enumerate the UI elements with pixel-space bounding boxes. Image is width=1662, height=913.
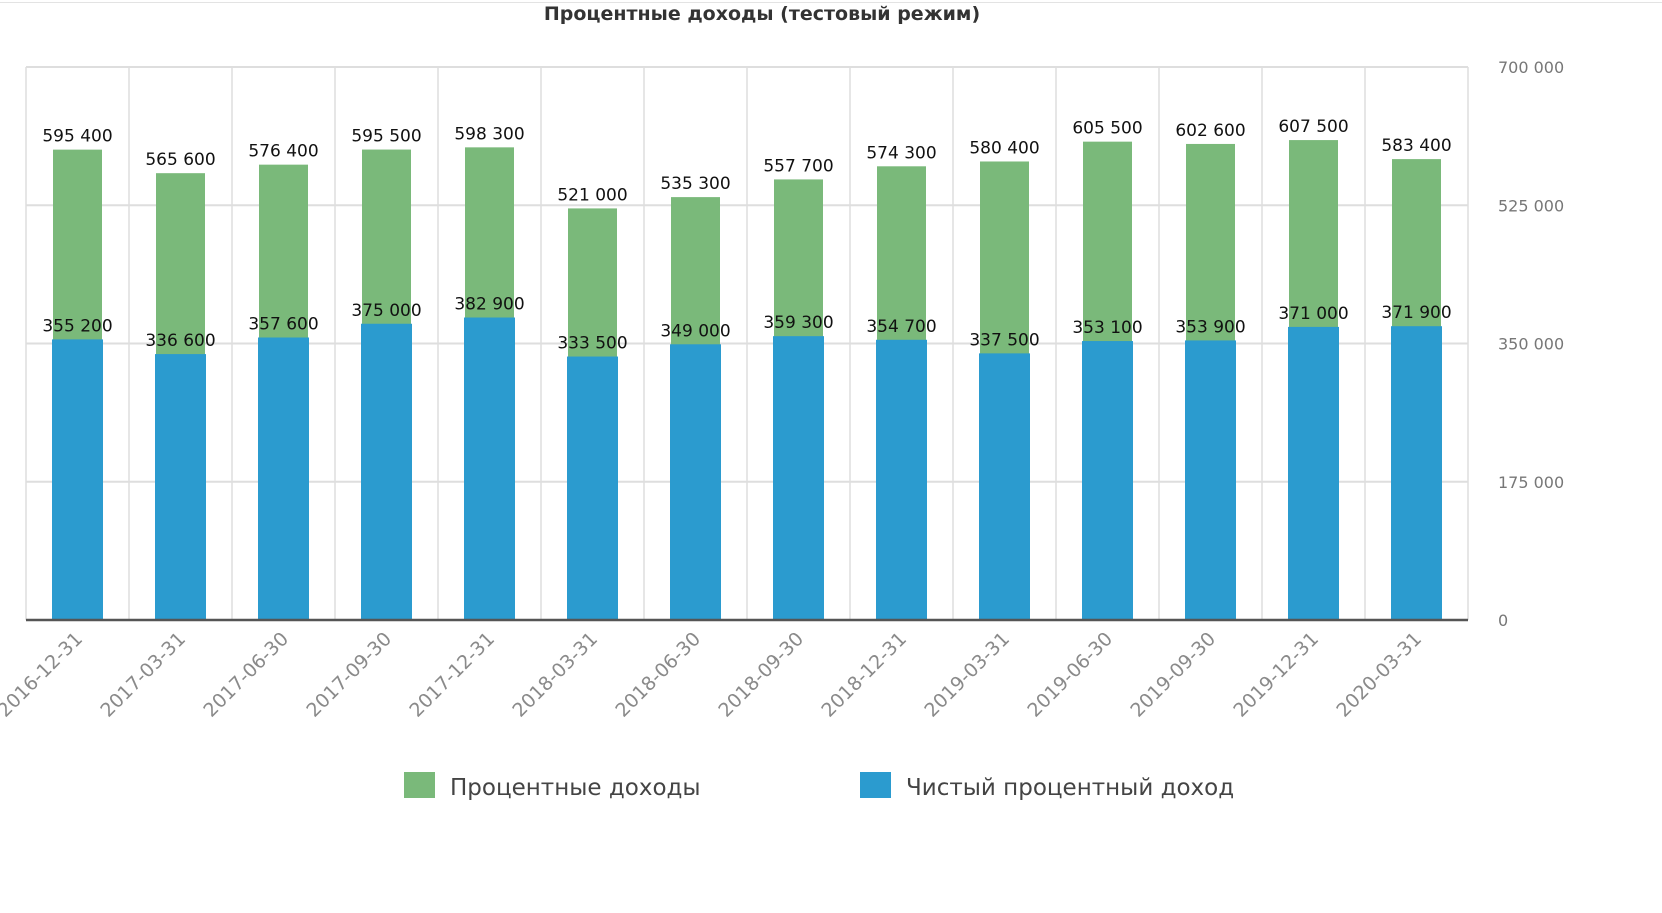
x-tick-label: 2018-06-30: [611, 628, 705, 722]
bar-net-interest-income: [1185, 340, 1236, 620]
data-label-interest-income: 607 500: [1278, 117, 1348, 137]
y-tick-label: 350 000: [1498, 335, 1564, 354]
data-label-net-interest-income: 371 900: [1381, 303, 1451, 323]
bar-net-interest-income: [979, 353, 1030, 620]
data-label-interest-income: 557 700: [763, 156, 833, 176]
bar-net-interest-income: [155, 354, 206, 620]
data-label-net-interest-income: 355 200: [42, 316, 112, 336]
y-tick-label: 175 000: [1498, 473, 1564, 492]
data-label-interest-income: 583 400: [1381, 136, 1451, 156]
data-label-net-interest-income: 371 000: [1278, 304, 1348, 324]
data-label-net-interest-income: 382 900: [454, 295, 524, 315]
y-tick-label: 525 000: [1498, 196, 1564, 215]
bar-net-interest-income: [567, 356, 618, 620]
legend-swatch: [860, 772, 891, 798]
data-label-interest-income: 580 400: [969, 138, 1039, 158]
y-tick-label: 700 000: [1498, 58, 1564, 77]
data-label-interest-income: 602 600: [1175, 121, 1245, 141]
grid: [25, 66, 1469, 620]
data-label-net-interest-income: 353 100: [1072, 318, 1142, 338]
bar-net-interest-income: [876, 339, 927, 620]
x-tick-label: 2016-12-31: [0, 628, 87, 722]
bar-net-interest-income: [1288, 326, 1339, 620]
legend-label: Чистый процентный доход: [906, 775, 1234, 801]
bar-net-interest-income: [464, 317, 515, 620]
data-label-interest-income: 595 400: [42, 127, 112, 147]
bar-net-interest-income: [1082, 341, 1133, 620]
x-tick-label: 2020-03-31: [1332, 628, 1426, 722]
data-labels: 595 400 355 200 565 600 336 600 576 400 357 6…: [42, 117, 1451, 353]
data-label-net-interest-income: 354 700: [866, 317, 936, 337]
top-border: [0, 2, 1662, 3]
bar-net-interest-income: [670, 344, 721, 620]
x-tick-label: 2018-09-30: [714, 628, 808, 722]
x-tick-label: 2018-12-31: [817, 628, 911, 722]
bar-net-interest-income: [258, 337, 309, 620]
legend-swatch: [404, 772, 435, 798]
x-tick-label: 2017-06-30: [199, 628, 293, 722]
data-label-net-interest-income: 336 600: [145, 331, 215, 351]
x-tick-label: 2017-03-31: [96, 628, 190, 722]
legend-label: Процентные доходы: [450, 775, 701, 801]
legend-item-interest-income: Процентные доходы: [404, 772, 701, 801]
bar-net-interest-income: [52, 339, 103, 620]
bar-net-interest-income: [773, 336, 824, 620]
data-label-interest-income: 521 000: [557, 185, 627, 205]
x-tick-label: 2018-03-31: [508, 628, 602, 722]
x-tick-label: 2019-06-30: [1023, 628, 1117, 722]
data-label-net-interest-income: 353 900: [1175, 317, 1245, 337]
x-tick-label: 2017-12-31: [405, 628, 499, 722]
data-label-interest-income: 605 500: [1072, 119, 1142, 139]
data-label-interest-income: 598 300: [454, 124, 524, 144]
bars: [52, 140, 1442, 621]
bar-net-interest-income: [1391, 326, 1442, 620]
x-tick-label: 2019-12-31: [1229, 628, 1323, 722]
data-label-interest-income: 595 500: [351, 127, 421, 147]
data-label-interest-income: 576 400: [248, 142, 318, 162]
data-label-net-interest-income: 359 300: [763, 313, 833, 333]
data-label-net-interest-income: 333 500: [557, 334, 627, 354]
x-tick-label: 2017-09-30: [302, 628, 396, 722]
data-label-net-interest-income: 349 000: [660, 321, 730, 341]
data-label-interest-income: 535 300: [660, 174, 730, 194]
bar-net-interest-income: [361, 323, 412, 620]
y-tick-label: 0: [1498, 611, 1508, 630]
data-label-net-interest-income: 357 600: [248, 314, 318, 334]
data-label-net-interest-income: 337 500: [969, 330, 1039, 350]
data-label-interest-income: 574 300: [866, 143, 936, 163]
x-tick-label: 2019-09-30: [1126, 628, 1220, 722]
chart-title: Процентные доходы (тестовый режим): [544, 3, 980, 25]
data-label-net-interest-income: 375 000: [351, 301, 421, 321]
x-tick-label: 2019-03-31: [920, 628, 1014, 722]
legend: Процентные доходы Чистый процентный доход: [404, 772, 1234, 801]
legend-item-net-interest-income: Чистый процентный доход: [860, 772, 1234, 801]
data-label-interest-income: 565 600: [145, 150, 215, 170]
